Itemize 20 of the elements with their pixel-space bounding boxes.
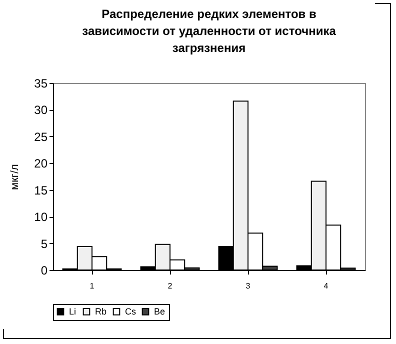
x-tick-label: 3 — [246, 282, 251, 290]
y-tick-label: 5 — [40, 236, 48, 251]
text: Распределение редких элементов в — [102, 7, 316, 21]
legend-label: Cs — [125, 306, 136, 317]
y-tick-label: 35 — [34, 76, 48, 90]
y-tick-label: 0 — [40, 264, 48, 278]
y-axis-title: мкг/л — [9, 164, 22, 190]
y-tick-label: 30 — [34, 103, 48, 118]
text: зависимости от удаленности от источника — [82, 24, 336, 38]
y-tick-label: 10 — [34, 210, 48, 224]
text: загрязнения — [172, 41, 246, 55]
x-tick-label: 4 — [324, 282, 329, 290]
legend-label: Rb — [95, 306, 107, 317]
legend-label: Be — [154, 306, 166, 317]
y-tick-label: 20 — [34, 156, 48, 171]
x-tick-label: 2 — [168, 282, 173, 290]
legend-label: Li — [69, 306, 76, 317]
y-tick-label: 25 — [34, 130, 48, 144]
y-tick-label: 15 — [34, 183, 48, 198]
x-tick-label: 1 — [90, 282, 95, 290]
